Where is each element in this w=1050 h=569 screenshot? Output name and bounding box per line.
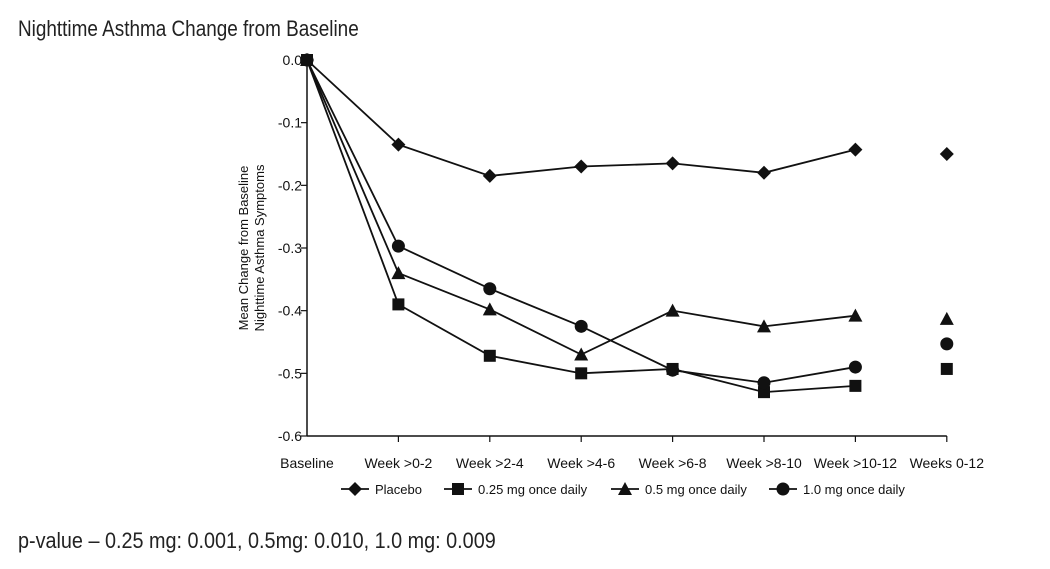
data-point-diamond <box>939 147 954 161</box>
x-tick-label: Week >2-4 <box>456 455 524 471</box>
legend-label: 0.5 mg once daily <box>645 482 747 497</box>
data-point-circle <box>940 337 954 351</box>
legend-item: 0.5 mg once daily <box>611 482 747 497</box>
data-point-diamond <box>665 156 680 171</box>
y-axis-ticks: 0.0 -0.1 -0.2 -0.3 -0.4 -0.5 -0.6 <box>278 52 307 444</box>
series-line <box>306 59 856 356</box>
data-point-diamond <box>757 165 771 180</box>
data-point-circle <box>300 53 314 67</box>
data-point-triangle <box>574 347 589 361</box>
data-point-diamond <box>574 159 589 174</box>
series-square <box>301 54 953 399</box>
legend-marker-diamond <box>348 482 362 496</box>
data-point-diamond <box>482 168 497 183</box>
legend-item: 0.25 mg once daily <box>444 482 588 497</box>
data-point-triangle <box>939 311 954 325</box>
y-tick-label: -0.2 <box>278 177 302 193</box>
data-point-square <box>849 379 862 392</box>
data-point-square <box>483 349 496 362</box>
y-tick-label: -0.6 <box>278 428 302 444</box>
x-tick-label: Week >6-8 <box>639 455 707 471</box>
y-axis-title-line-1: Mean Change from Baseline <box>236 166 251 331</box>
data-point-diamond <box>848 142 863 157</box>
legend-marker-square <box>452 483 464 495</box>
y-tick-label: -0.5 <box>278 365 302 381</box>
data-point-circle <box>848 360 862 374</box>
y-tick-label: -0.4 <box>278 303 302 319</box>
data-point-square <box>758 386 770 399</box>
data-point-circle <box>666 363 680 377</box>
data-point-triangle <box>482 302 497 316</box>
data-point-square <box>940 362 953 375</box>
legend-marker-triangle <box>618 482 632 495</box>
series-layer <box>300 53 954 399</box>
x-tick-label: Baseline <box>280 455 334 471</box>
x-tick-label: Week >10-12 <box>814 455 898 471</box>
legend-label: 0.25 mg once daily <box>478 482 588 497</box>
page-title: Nighttime Asthma Change from Baseline <box>18 16 359 41</box>
series-circle <box>300 53 954 390</box>
series-line <box>306 59 856 177</box>
data-point-triangle <box>665 303 680 317</box>
x-tick-label: Week >0-2 <box>364 455 432 471</box>
p-value-footnote: p-value – 0.25 mg: 0.001, 0.5mg: 0.010, … <box>18 528 496 553</box>
x-axis-ticks: Baseline Week >0-2 Week >2-4 Week >4-6 Week … <box>280 436 984 471</box>
data-point-diamond <box>391 137 406 152</box>
series-diamond <box>300 53 954 183</box>
series-line <box>306 59 856 384</box>
data-point-square <box>575 367 588 380</box>
data-point-triangle <box>757 319 771 333</box>
data-point-circle <box>391 239 405 253</box>
legend-item: 1.0 mg once daily <box>769 482 905 497</box>
data-point-triangle <box>391 266 406 280</box>
data-point-square <box>392 298 405 311</box>
y-tick-label: -0.3 <box>278 240 302 256</box>
legend-marker-circle <box>776 482 790 496</box>
legend-label: Placebo <box>375 482 422 497</box>
y-axis-title-line-2: Nighttime Asthma Symptoms <box>252 164 267 331</box>
legend: Placebo 0.25 mg once daily 0.5 mg once dai… <box>341 482 905 497</box>
y-tick-label: 0.0 <box>283 52 303 68</box>
x-tick-label: Weeks 0-12 <box>910 455 985 471</box>
y-tick-label: -0.1 <box>278 115 302 131</box>
series-triangle <box>300 53 954 361</box>
x-tick-label: Week >4-6 <box>547 455 615 471</box>
x-tick-label: Week >8-10 <box>726 455 802 471</box>
legend-item: Placebo <box>341 482 422 497</box>
data-point-triangle <box>848 308 863 322</box>
legend-label: 1.0 mg once daily <box>803 482 905 497</box>
data-point-circle <box>483 282 497 296</box>
data-point-circle <box>757 376 771 390</box>
data-point-circle <box>574 319 588 333</box>
